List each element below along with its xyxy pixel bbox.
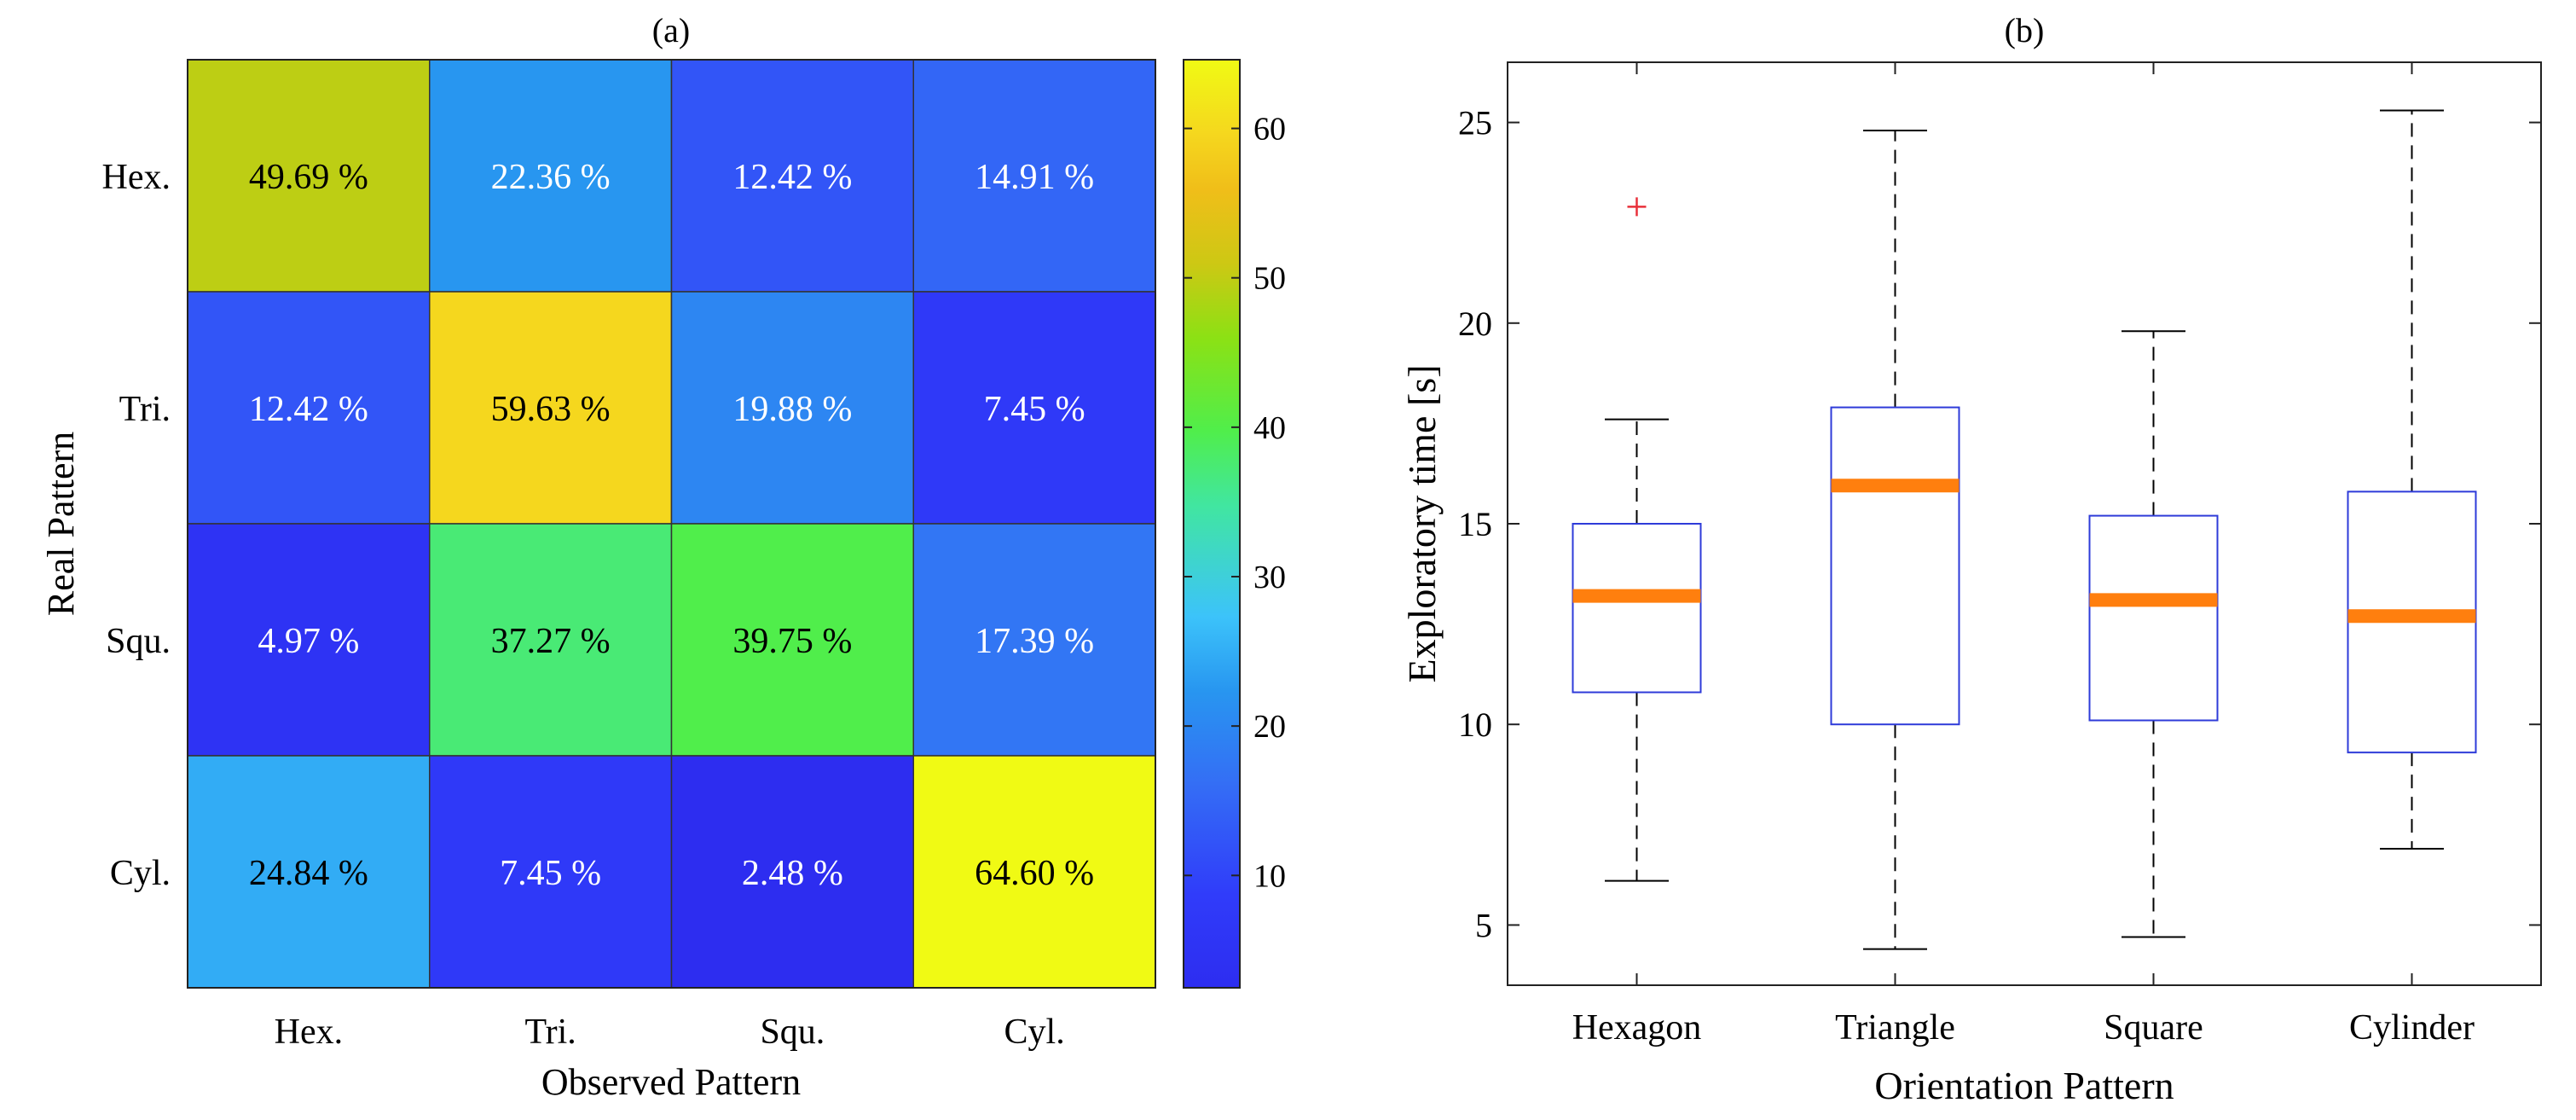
box-triangle: [1830, 129, 1960, 950]
heatmap-cell-label: 7.45 %: [500, 854, 601, 893]
colorbar-tick-label: 10: [1253, 858, 1286, 894]
colorbar-frame: [1183, 59, 1241, 989]
heatmap-cell-label: 2.48 %: [742, 854, 843, 893]
heatmap-cell: [912, 291, 1156, 525]
boxplot-y-axis-label: Exploratory time [s]: [1400, 364, 1444, 682]
boxplot-x-axis-label: Orientation Pattern: [1874, 1064, 2174, 1107]
heatmap-cell-label: 24.84 %: [249, 854, 368, 893]
heatmap-cell: [912, 523, 1156, 757]
heatmap-y-tick-labels: Hex. Tri. Squ. Cyl.: [102, 158, 171, 893]
heatmap-x-tick-labels: Hex. Tri. Squ. Cyl.: [275, 1013, 1065, 1052]
heatmap-x-tick-label: Tri.: [524, 1013, 576, 1052]
boxplot-x-tick-label: Triangle: [1835, 1008, 1955, 1047]
heatmap-cell: [912, 59, 1156, 293]
outlier-marker: [1627, 197, 1647, 217]
interquartile-box: [2088, 514, 2219, 722]
colorbar-tick-label: 20: [1253, 709, 1286, 745]
colorbar-tick-label: 60: [1253, 112, 1286, 148]
boxplot-panel: (b) 5 10 15 20 25 Hexagon Triangle Square Cylin…: [1400, 11, 2542, 1107]
heatmap-y-tick-label: Squ.: [106, 622, 171, 661]
heatmap-cell: [187, 59, 431, 293]
heatmap-cell-label: 7.45 %: [984, 390, 1085, 429]
heatmap-cell: [912, 755, 1156, 989]
heatmap-frame: [187, 59, 1156, 989]
heatmap-cell: [187, 755, 431, 989]
heatmap-x-axis-label: Observed Pattern: [541, 1061, 801, 1103]
heatmap-panel: (a) 49.69 % 22.36 % 12.42 % 14.91 % 12.42 % 5…: [40, 11, 1286, 1103]
boxplot-y-tick-label: 20: [1458, 305, 1492, 343]
box-cylinder: [2347, 109, 2477, 850]
heatmap-y-tick-label: Tri.: [119, 390, 171, 429]
interquartile-box: [1572, 523, 1702, 693]
heatmap-cell: [670, 291, 914, 525]
heatmap-y-axis-label: Real Pattern: [40, 432, 82, 616]
heatmap-cell-label: 22.36 %: [491, 158, 611, 197]
boxplot-y-tick-label: 10: [1458, 705, 1492, 744]
heatmap-cells: 49.69 % 22.36 % 12.42 % 14.91 % 12.42 % 59.63…: [187, 59, 1156, 989]
heatmap-cell-label: 14.91 %: [975, 158, 1094, 197]
colorbar-gradient: [1184, 60, 1240, 988]
heatmap-cell-label: 49.69 %: [249, 158, 368, 197]
boxplot-series: [1572, 109, 2477, 950]
heatmap-cell-label: 64.60 %: [975, 854, 1094, 893]
box-square: [2088, 330, 2219, 938]
heatmap-cell: [429, 291, 673, 525]
interquartile-box: [1830, 406, 1960, 726]
colorbar-tick-label: 40: [1253, 410, 1286, 446]
boxplot-y-tick-label: 5: [1475, 906, 1492, 944]
heatmap-cell-label: 59.63 %: [491, 390, 611, 429]
heatmap-cell: [429, 755, 673, 989]
boxplot-x-tick-label: Square: [2104, 1008, 2203, 1047]
heatmap-cell-label: 39.75 %: [732, 622, 852, 661]
heatmap-cell-label: 12.42 %: [249, 390, 368, 429]
box-hexagon: [1572, 197, 1702, 882]
heatmap-cell: [670, 755, 914, 989]
colorbar-tick-label: 50: [1253, 261, 1286, 297]
heatmap-y-tick-label: Hex.: [102, 158, 171, 197]
heatmap-cell-label: 17.39 %: [975, 622, 1094, 661]
colorbar-tick-label: 30: [1253, 560, 1286, 595]
heatmap-x-tick-label: Squ.: [760, 1013, 825, 1052]
colorbar-ticks: 10 20 30 40 50 60: [1184, 112, 1286, 894]
boxplot-x-tick-label: Hexagon: [1572, 1008, 1702, 1047]
heatmap-cell-label: 19.88 %: [732, 390, 852, 429]
heatmap-x-tick-label: Cyl.: [1004, 1013, 1065, 1052]
boxplot-y-tick-label: 15: [1458, 505, 1492, 543]
heatmap-x-tick-label: Hex.: [275, 1013, 343, 1052]
boxplot-x-ticks: Hexagon Triangle Square Cylinder: [1572, 62, 2475, 1047]
boxplot-panel-label: (b): [2005, 11, 2045, 49]
heatmap-cell-label: 4.97 %: [258, 622, 359, 661]
heatmap-panel-label: (a): [652, 11, 690, 49]
boxplot-y-tick-label: 25: [1458, 104, 1492, 142]
heatmap-cell-label: 12.42 %: [732, 158, 852, 197]
heatmap-cell-label: 37.27 %: [491, 622, 611, 661]
boxplot-y-ticks: 5 10 15 20 25: [1458, 104, 2541, 944]
heatmap-cell: [429, 523, 673, 757]
heatmap-cell: [429, 59, 673, 293]
heatmap-cell: [187, 291, 431, 525]
heatmap-y-tick-label: Cyl.: [110, 854, 171, 893]
boxplot-x-tick-label: Cylinder: [2349, 1008, 2475, 1047]
colorbar: 10 20 30 40 50 60: [1183, 59, 1286, 989]
